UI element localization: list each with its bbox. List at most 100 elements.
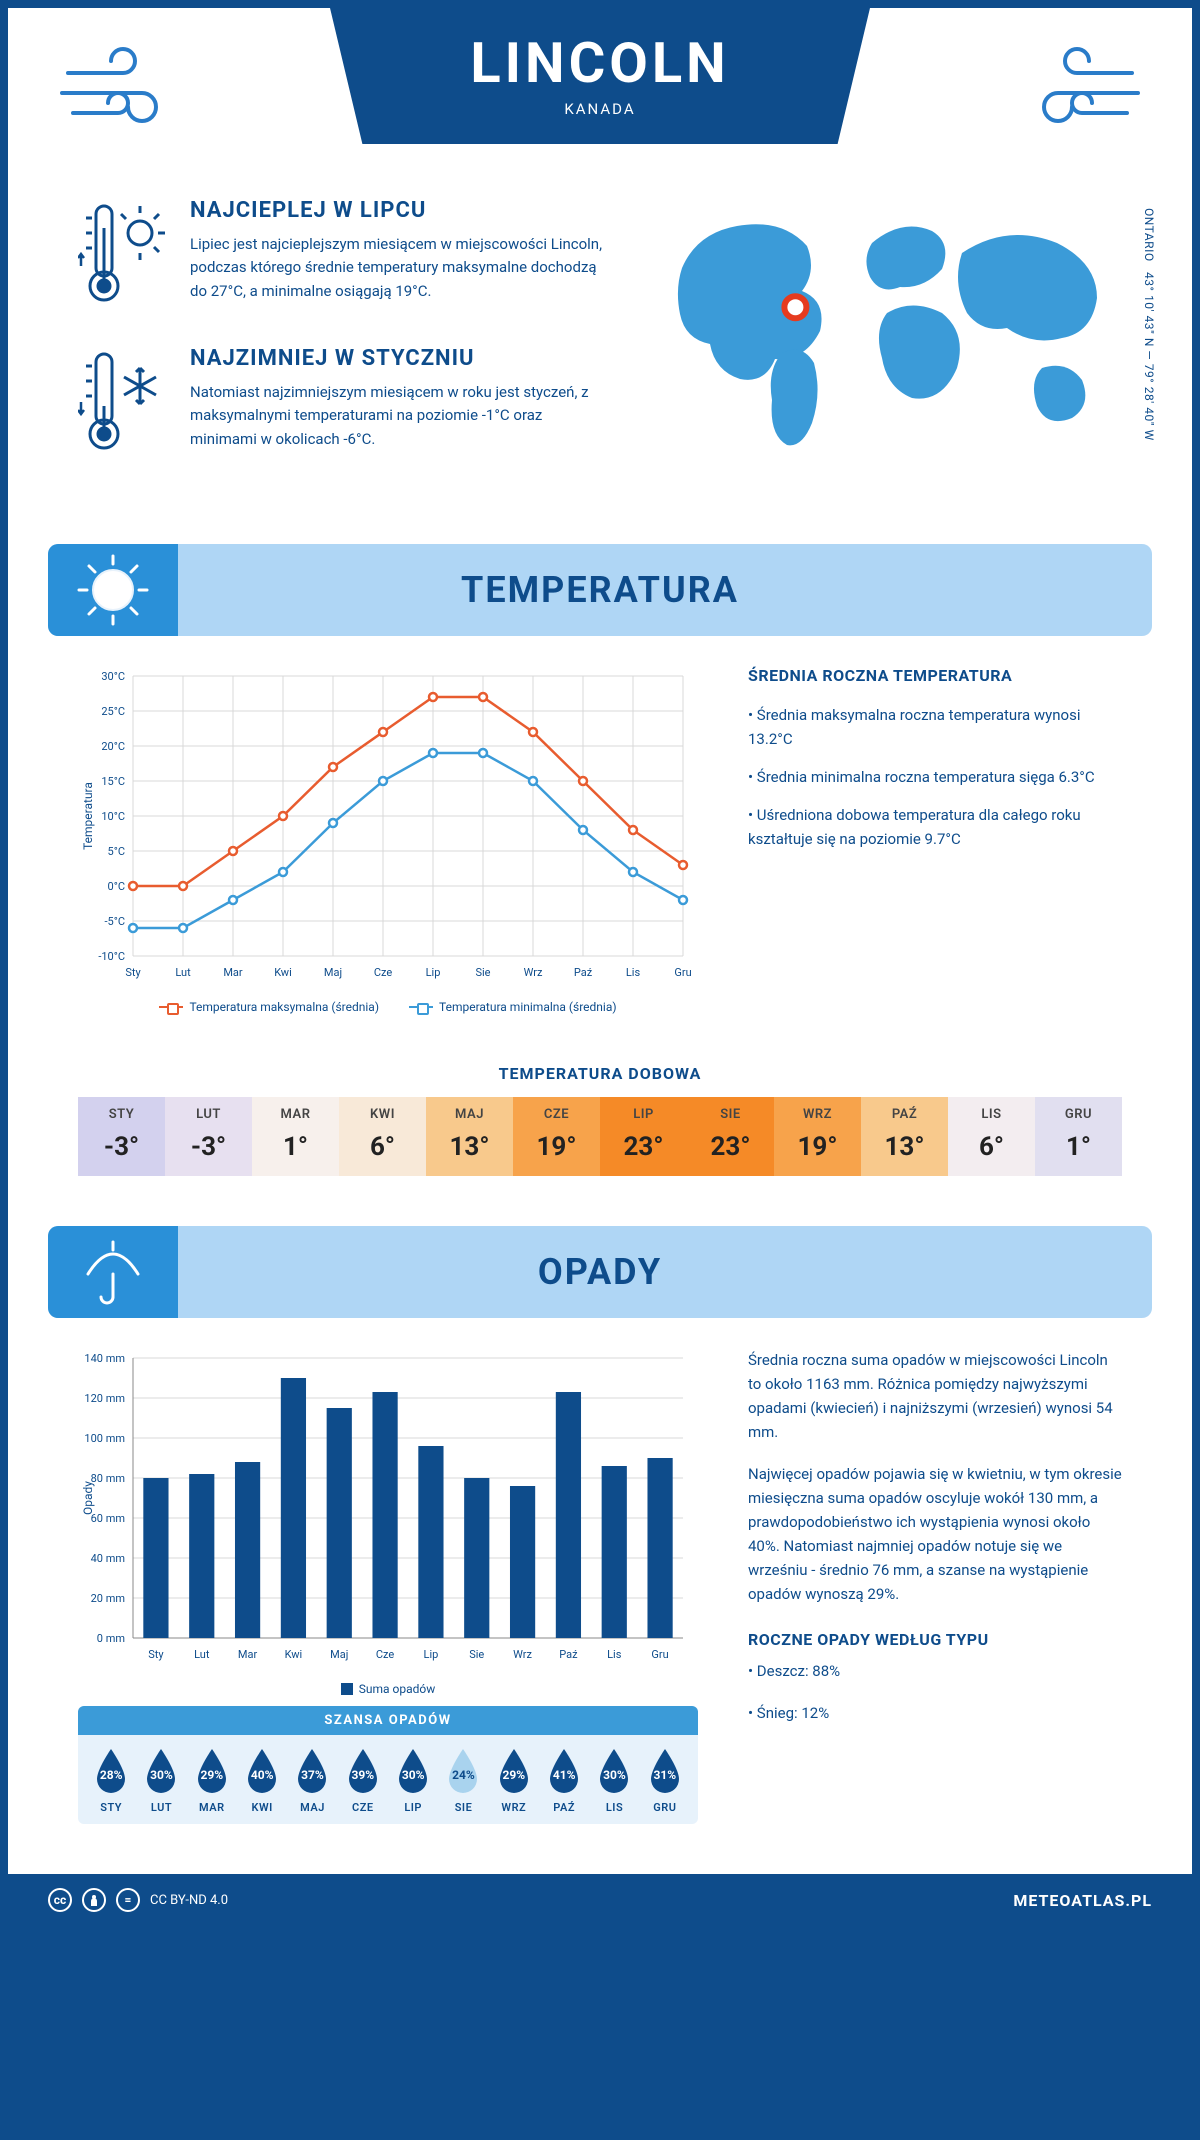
svg-text:Lip: Lip [424, 1648, 439, 1661]
infographic-page: LINCOLN KANADA NAJCIEPLEJ W LIPCU Lipiec… [0, 0, 1200, 1934]
svg-text:Sie: Sie [475, 966, 490, 979]
chance-cell: 39%CZE [338, 1747, 388, 1814]
svg-text:Sty: Sty [148, 1648, 164, 1661]
coordinates-label: ONTARIO 43° 10' 43" N — 79° 28' 40" W [1142, 208, 1156, 441]
daily-temp-cell: SIE23° [687, 1097, 774, 1176]
svg-text:80 mm: 80 mm [91, 1472, 125, 1485]
svg-text:Maj: Maj [330, 1648, 348, 1661]
svg-text:Temperatura: Temperatura [81, 782, 95, 850]
world-map: ONTARIO 43° 10' 43" N — 79° 28' 40" W [662, 198, 1122, 494]
daily-temp-cell: LIP23° [600, 1097, 687, 1176]
svg-text:Kwi: Kwi [285, 1648, 303, 1661]
svg-text:100 mm: 100 mm [84, 1432, 125, 1445]
svg-text:Gru: Gru [674, 966, 691, 979]
precipitation-title: OPADY [178, 1251, 1152, 1293]
svg-text:0 mm: 0 mm [97, 1632, 125, 1645]
svg-text:Cze: Cze [374, 966, 393, 979]
chance-cell: 30%LUT [136, 1747, 186, 1814]
thermometer-sun-icon [78, 198, 168, 308]
svg-text:Mar: Mar [238, 1648, 258, 1661]
precip-type-heading: ROCZNE OPADY WEDŁUG TYPU [748, 1630, 1122, 1649]
svg-text:-10°C: -10°C [98, 950, 125, 963]
chance-cell: 40%KWI [237, 1747, 287, 1814]
svg-text:Sie: Sie [469, 1648, 484, 1661]
chance-cell: 37%MAJ [287, 1747, 337, 1814]
temp-bullet: • Średnia maksymalna roczna temperatura … [748, 703, 1122, 751]
svg-text:30°C: 30°C [101, 670, 125, 683]
title-banner: LINCOLN KANADA [330, 8, 870, 144]
daily-temp-cell: PAŹ13° [861, 1097, 948, 1176]
umbrella-icon [48, 1226, 178, 1318]
svg-text:Lut: Lut [175, 966, 191, 979]
daily-temp-cell: STY-3° [78, 1097, 165, 1176]
chance-cell: 30%LIP [388, 1747, 438, 1814]
chance-cell: 30%LIS [589, 1747, 639, 1814]
svg-text:Lis: Lis [607, 1648, 622, 1661]
footer: cc = CC BY-ND 4.0 METEOATLAS.PL [8, 1874, 1192, 1926]
svg-text:Opady: Opady [81, 1481, 95, 1515]
header: LINCOLN KANADA [8, 8, 1192, 188]
warmest-body: Lipiec jest najcieplejszym miesiącem w m… [190, 233, 610, 303]
cc-icon: cc [48, 1888, 72, 1912]
warmest-row: NAJCIEPLEJ W LIPCU Lipiec jest najcieple… [78, 198, 622, 308]
svg-text:Kwi: Kwi [274, 966, 292, 979]
svg-text:5°C: 5°C [108, 845, 125, 858]
svg-text:Wrz: Wrz [513, 1648, 532, 1661]
daily-temp-cell: MAJ13° [426, 1097, 513, 1176]
daily-temp-cell: KWI6° [339, 1097, 426, 1176]
temperature-summary: ŚREDNIA ROCZNA TEMPERATURA • Średnia mak… [748, 666, 1122, 1014]
chance-cell: 28%STY [86, 1747, 136, 1814]
precipitation-section-header: OPADY [48, 1226, 1152, 1318]
svg-text:Lut: Lut [194, 1648, 210, 1661]
svg-text:Cze: Cze [376, 1648, 395, 1661]
daily-temp-cell: LIS6° [948, 1097, 1035, 1176]
sun-icon [48, 544, 178, 636]
chance-cell: 31%GRU [640, 1747, 690, 1814]
temperature-title: TEMPERATURA [178, 569, 1152, 611]
daily-temp-title: TEMPERATURA DOBOWA [8, 1064, 1192, 1083]
svg-text:20°C: 20°C [101, 740, 125, 753]
country-subtitle: KANADA [330, 100, 870, 118]
temperature-legend: Temperatura maksymalna (średnia) Tempera… [78, 1000, 698, 1014]
svg-text:Lis: Lis [626, 966, 641, 979]
precip-type-bullet: • Śnieg: 12% [748, 1701, 1122, 1725]
coldest-body: Natomiast najzimniejszym miesiącem w rok… [190, 381, 610, 451]
wind-icon [1022, 38, 1142, 143]
nd-icon: = [116, 1888, 140, 1912]
daily-temp-cell: WRZ19° [774, 1097, 861, 1176]
svg-text:Gru: Gru [651, 1648, 668, 1661]
svg-text:10°C: 10°C [101, 810, 125, 823]
svg-text:Paź: Paź [559, 1648, 578, 1661]
chance-cell: 29%WRZ [489, 1747, 539, 1814]
chance-cell: 41%PAŹ [539, 1747, 589, 1814]
svg-text:60 mm: 60 mm [91, 1512, 125, 1525]
license-label: cc = CC BY-ND 4.0 [48, 1888, 228, 1912]
by-icon [82, 1888, 106, 1912]
daily-temp-cell: GRU1° [1035, 1097, 1122, 1176]
thermometer-snow-icon [78, 346, 168, 456]
daily-temp-cell: CZE19° [513, 1097, 600, 1176]
svg-text:20 mm: 20 mm [91, 1592, 125, 1605]
precipitation-chance-panel: SZANSA OPADÓW 28%STY30%LUT29%MAR40%KWI37… [78, 1706, 698, 1824]
warmest-heading: NAJCIEPLEJ W LIPCU [190, 198, 610, 223]
precip-para-2: Najwięcej opadów pojawia się w kwietniu,… [748, 1462, 1122, 1606]
svg-text:25°C: 25°C [101, 705, 125, 718]
svg-text:120 mm: 120 mm [84, 1392, 125, 1405]
precipitation-bar-chart: 0 mm20 mm40 mm60 mm80 mm100 mm120 mm140 … [78, 1348, 698, 1824]
precipitation-legend: Suma opadów [78, 1682, 698, 1696]
svg-text:0°C: 0°C [108, 880, 125, 893]
annual-temp-heading: ŚREDNIA ROCZNA TEMPERATURA [748, 666, 1122, 685]
svg-text:Mar: Mar [223, 966, 243, 979]
intro-section: NAJCIEPLEJ W LIPCU Lipiec jest najcieple… [8, 188, 1192, 534]
temperature-line-chart: -10°C -5°C 0°C 5°C 10°C 15°C 20°C 25°C 30°C Sty Lu… [78, 666, 698, 1014]
svg-text:Maj: Maj [324, 966, 342, 979]
svg-text:Sty: Sty [125, 966, 141, 979]
svg-text:Paź: Paź [574, 966, 593, 979]
svg-text:15°C: 15°C [101, 775, 125, 788]
wind-icon [58, 38, 178, 143]
daily-temp-table: STY-3°LUT-3°MAR1°KWI6°MAJ13°CZE19°LIP23°… [78, 1097, 1122, 1176]
coldest-row: NAJZIMNIEJ W STYCZNIU Natomiast najzimni… [78, 346, 622, 456]
svg-text:Wrz: Wrz [524, 966, 543, 979]
svg-text:-5°C: -5°C [105, 915, 126, 928]
temp-bullet: • Średnia minimalna roczna temperatura s… [748, 765, 1122, 789]
